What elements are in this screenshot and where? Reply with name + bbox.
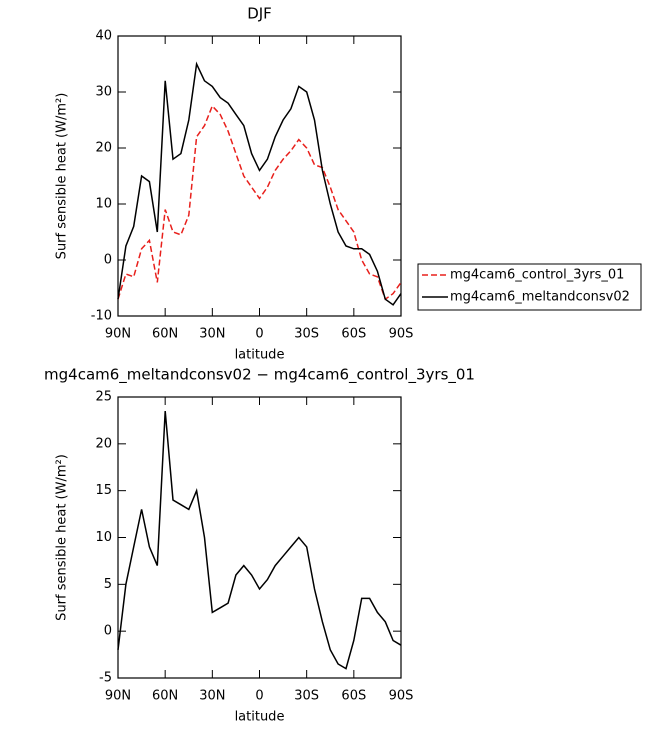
y-tick-label: 5 — [104, 577, 112, 592]
y-tick-label: 30 — [95, 85, 112, 100]
x-tick-label: 30S — [294, 327, 319, 342]
y-axis-label: Surf sensible heat (W/m²) — [55, 93, 70, 260]
x-tick-label: 30N — [199, 327, 225, 342]
y-tick-label: 10 — [95, 530, 112, 545]
y-tick-label: 40 — [95, 29, 112, 44]
legend-label: mg4cam6_meltandconsv02 — [450, 290, 630, 305]
x-tick-label: 30S — [294, 689, 319, 704]
data-line — [117, 104, 402, 301]
x-tick-label: 0 — [255, 689, 263, 704]
x-axis-label: latitude — [235, 710, 285, 725]
x-tick-label: 90N — [105, 327, 131, 342]
data-line — [117, 61, 402, 306]
x-tick-label: 90S — [389, 689, 414, 704]
x-tick-label: 90N — [105, 689, 131, 704]
y-tick-label: 20 — [95, 141, 112, 156]
x-tick-label: 60N — [152, 327, 178, 342]
x-tick-label: 60S — [341, 689, 366, 704]
chart-title: mg4cam6_meltandconsv02 − mg4cam6_control… — [44, 366, 475, 385]
y-tick-label: 0 — [104, 253, 112, 268]
data-line — [117, 411, 402, 670]
chart-title: DJF — [247, 5, 272, 23]
y-tick-label: 10 — [95, 197, 112, 212]
x-tick-label: 60N — [152, 689, 178, 704]
y-tick-label: 20 — [95, 436, 112, 451]
y-tick-label: -10 — [91, 309, 112, 324]
x-tick-label: 60S — [341, 327, 366, 342]
x-tick-label: 0 — [255, 327, 263, 342]
x-tick-label: 30N — [199, 689, 225, 704]
x-tick-label: 90S — [389, 327, 414, 342]
x-axis-label: latitude — [235, 348, 285, 363]
y-axis-label: Surf sensible heat (W/m²) — [55, 454, 70, 621]
y-tick-label: -5 — [99, 671, 112, 686]
plot-frame — [117, 396, 402, 679]
legend-label: mg4cam6_control_3yrs_01 — [450, 268, 624, 283]
y-tick-label: 15 — [95, 483, 112, 498]
y-tick-label: 25 — [95, 390, 112, 405]
legend-box — [417, 263, 642, 311]
y-tick-label: 0 — [104, 624, 112, 639]
